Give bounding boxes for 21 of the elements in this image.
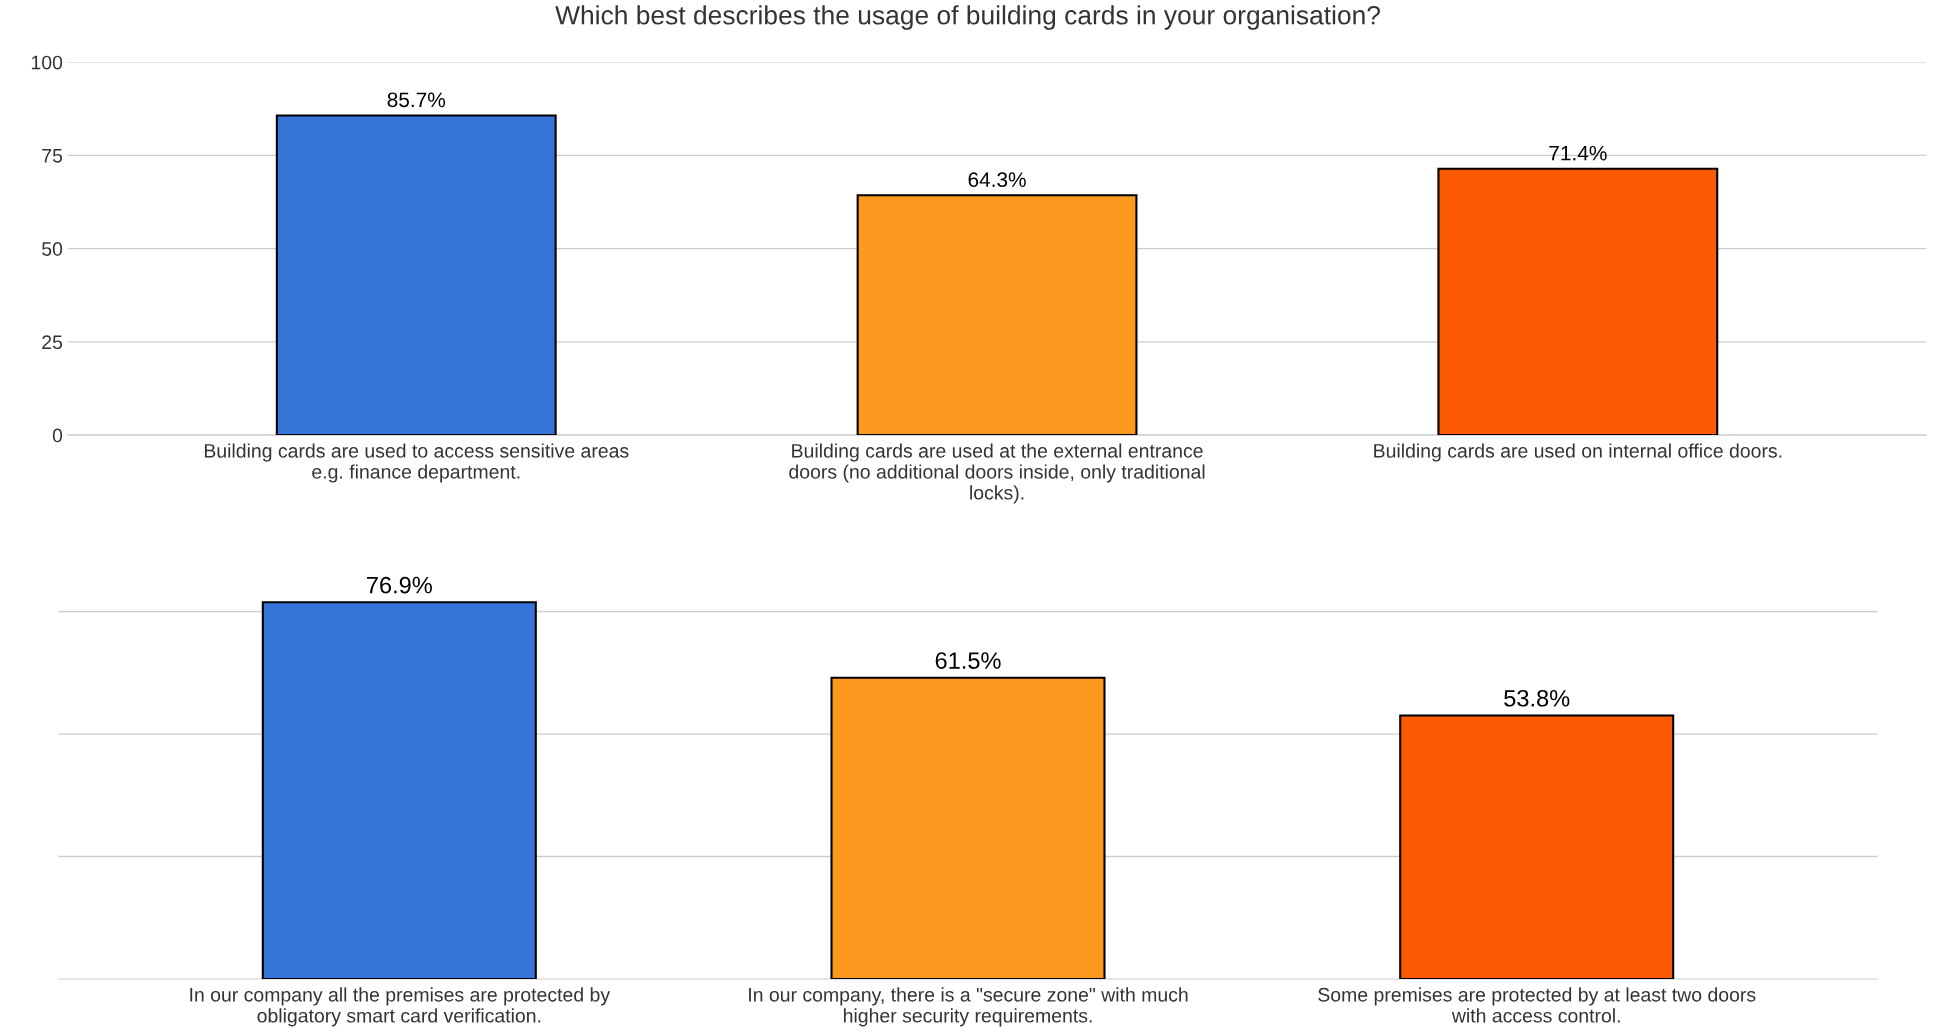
data-label: 64.3% [968, 172, 1026, 188]
bar [856, 194, 1138, 436]
y-tick-label: 50 [42, 242, 63, 256]
x-tick-label: In our company, there is a "secure zone" with much higher security requirements. [749, 987, 1188, 1027]
x-tick-label: In our company all the premises are protected by obligatory smart card verification. [190, 987, 611, 1027]
y-tick-label: 75 [42, 149, 63, 163]
y-tick-label: 0 [52, 428, 63, 443]
bar [1437, 167, 1719, 436]
x-tick-label: Building cards are used at the external entrance doors (no additional doors inside, only traditional locks). [789, 443, 1205, 504]
data-label: 76.9% [367, 576, 432, 594]
data-label: 61.5% [935, 652, 1001, 669]
x-tick-label: Building cards are used on internal office doors. [1374, 443, 1782, 462]
data-label: 71.4% [1549, 145, 1607, 161]
y-tick-label: 25 [42, 335, 63, 350]
x-tick-label: Building cards are used to access sensitive areas e.g. finance department. [204, 443, 629, 483]
chart-title: Which best describes the usage of building cards in your organisation? [555, 5, 1380, 30]
bar [275, 114, 557, 436]
data-label: 85.7% [387, 92, 446, 108]
y-tick-label: 100 [31, 55, 63, 70]
data-label: 53.8% [1504, 689, 1570, 707]
x-tick-label: Some premises are protected by at least two doors with access control. [1318, 987, 1756, 1023]
